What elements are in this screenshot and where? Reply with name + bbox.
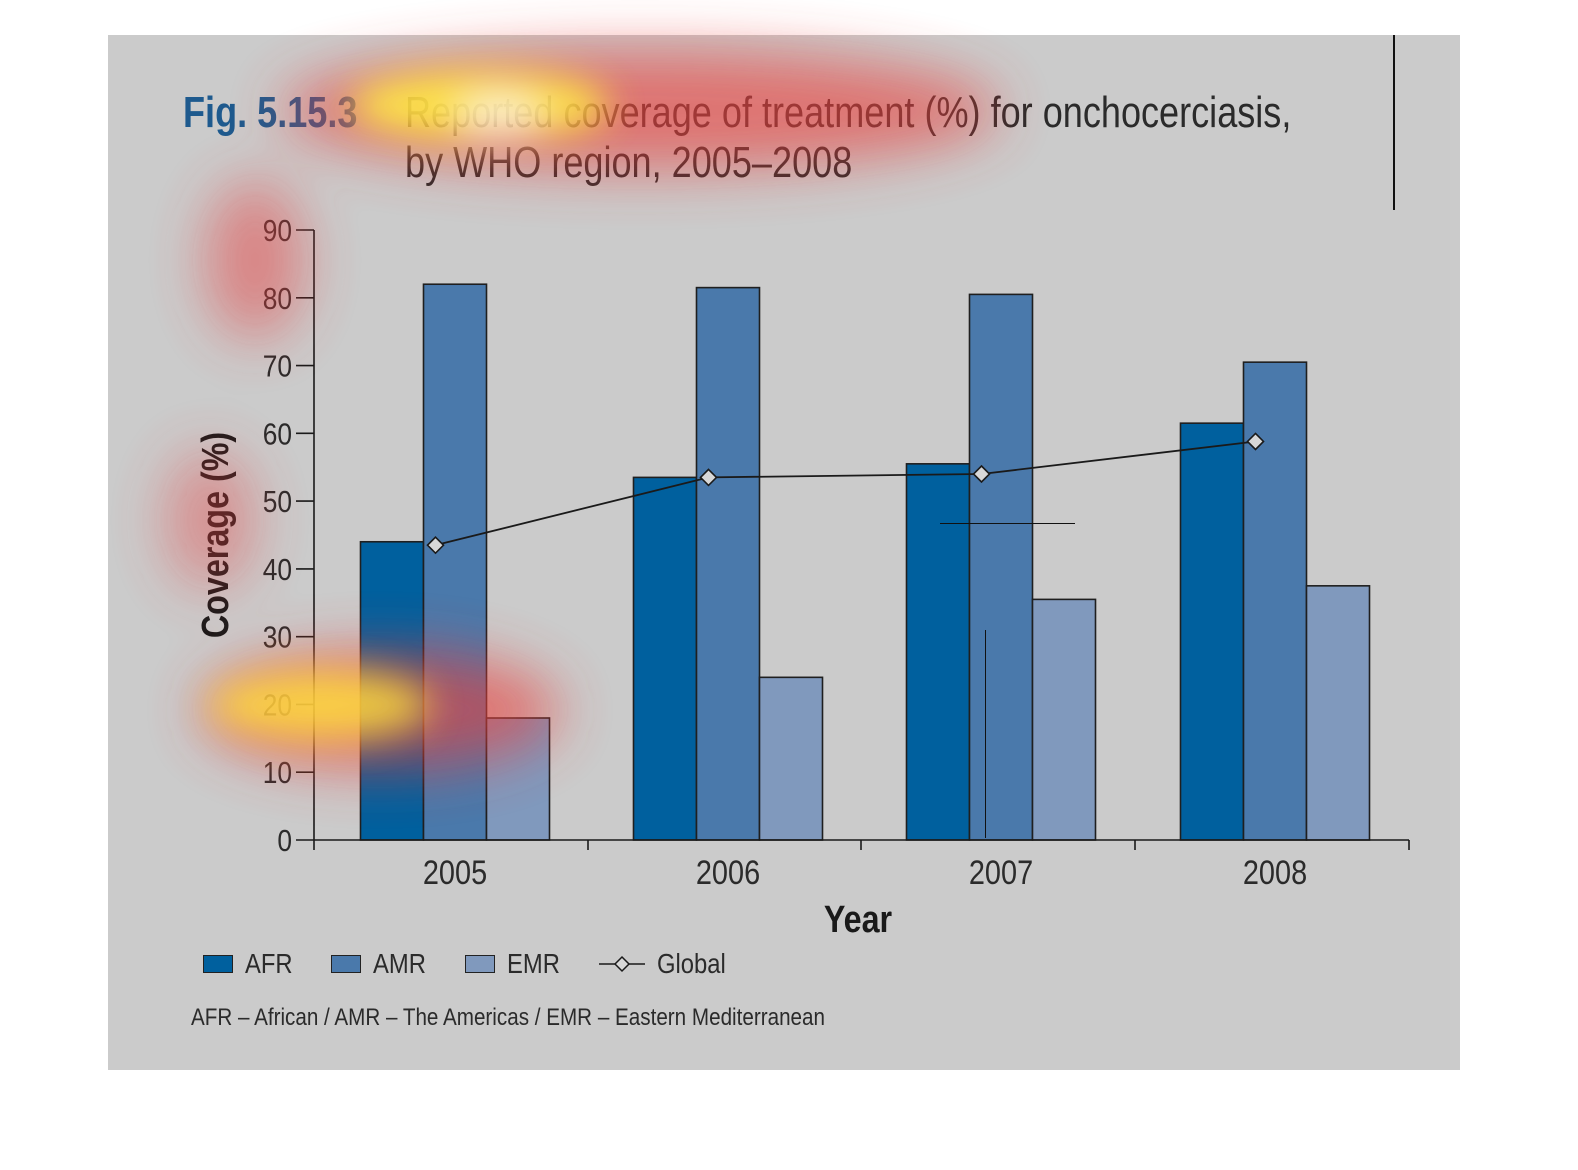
- legend-marker-global: [599, 955, 646, 973]
- bar-emr-2008: [1305, 585, 1371, 841]
- y-tick-label-90: 90: [263, 214, 292, 248]
- y-tick-label-40: 40: [263, 553, 292, 587]
- y-tick-label-0: 0: [277, 824, 292, 858]
- point-global-2007: [972, 464, 991, 484]
- bars-group: [359, 283, 1371, 841]
- footnote: AFR – African / AMR – The Americas / EMR…: [191, 1004, 825, 1031]
- bar-amr-2008: [1242, 361, 1308, 841]
- legend-label-afr: AFR: [245, 948, 293, 979]
- bar-amr-2005: [422, 283, 488, 841]
- y-tick-label-60: 60: [263, 417, 292, 451]
- legend-swatch-afr: [203, 955, 233, 973]
- y-tick-label-30: 30: [263, 621, 292, 655]
- legend-item-emr: EMR: [465, 948, 569, 980]
- x-tick-label-2005: 2005: [423, 853, 487, 892]
- legend-label-amr: AMR: [373, 948, 426, 979]
- bar-emr-2006: [758, 676, 824, 841]
- y-tick-label-70: 70: [263, 350, 292, 384]
- y-tick-label-10: 10: [263, 756, 292, 790]
- bar-emr-2005: [485, 717, 551, 841]
- x-tick-label-2008: 2008: [1243, 853, 1307, 892]
- stray-line-horizontal: [940, 523, 1075, 524]
- legend-swatch-amr: [331, 955, 361, 973]
- line-global: [435, 440, 1256, 547]
- bar-afr-2006: [632, 476, 698, 841]
- x-axis-label: Year: [824, 899, 892, 941]
- bar-afr-2008: [1179, 422, 1245, 841]
- y-tick-label-20: 20: [263, 689, 292, 723]
- point-global-2006: [699, 468, 718, 487]
- bar-emr-2007: [1031, 598, 1097, 841]
- legend-label-emr: EMR: [507, 948, 561, 979]
- legend-item-afr: AFR: [203, 948, 301, 980]
- x-tick-label-2007: 2007: [969, 853, 1033, 892]
- y-tick-label-50: 50: [263, 485, 292, 519]
- bar-amr-2006: [695, 286, 761, 841]
- vertical-rule: [1393, 35, 1395, 210]
- bar-afr-2007: [905, 463, 971, 841]
- bar-amr-2007: [968, 293, 1034, 841]
- point-global-2008: [1246, 432, 1265, 451]
- y-tick-label-80: 80: [263, 282, 292, 316]
- bar-afr-2005: [359, 540, 425, 841]
- legend: AFR AMR EMR Global: [203, 946, 768, 982]
- point-global-2005: [426, 536, 445, 555]
- x-tick-label-2006: 2006: [696, 853, 760, 892]
- stray-line-vertical: [985, 630, 986, 838]
- legend-item-amr: AMR: [331, 948, 435, 980]
- legend-swatch-emr: [465, 955, 496, 973]
- global-line-group: [426, 432, 1265, 555]
- y-axis-label: Coverage (%): [195, 432, 237, 638]
- legend-label-global: Global: [657, 948, 727, 979]
- legend-item-global: Global: [599, 948, 738, 980]
